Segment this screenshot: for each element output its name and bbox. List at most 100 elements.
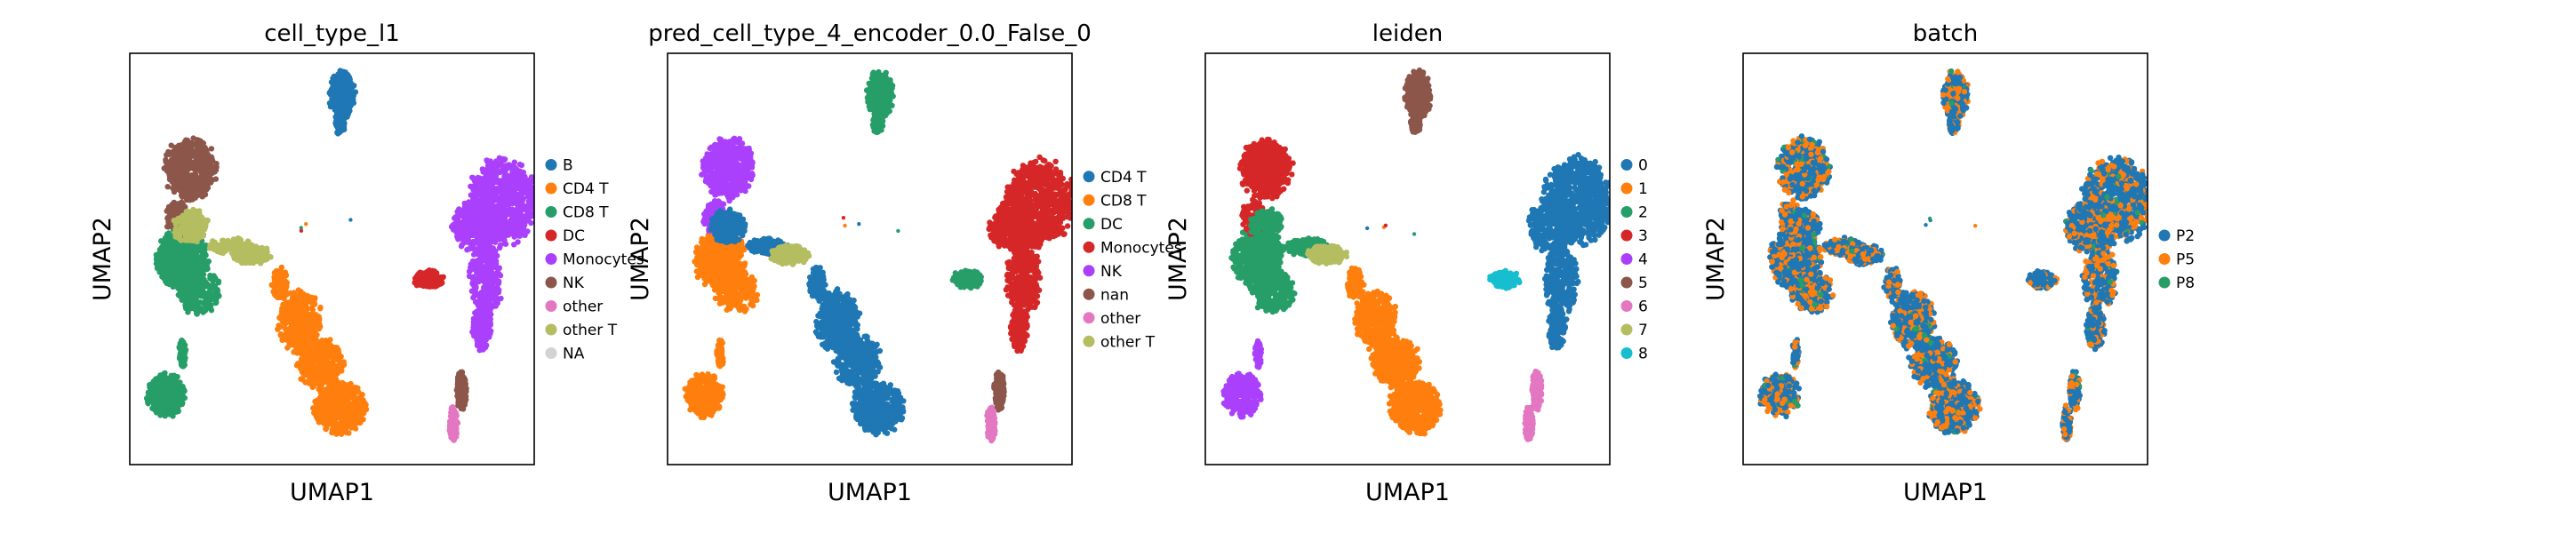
point-center	[319, 338, 326, 344]
point-monoMain	[496, 271, 502, 277]
point-center	[321, 349, 327, 355]
point-leftMid	[188, 251, 195, 258]
point-leftMid	[192, 256, 198, 262]
point-monoMain	[479, 342, 486, 348]
point-leftMid	[163, 238, 169, 244]
point-center	[280, 275, 286, 282]
point-center	[333, 405, 340, 411]
point-leftNeck	[176, 227, 182, 234]
point-center	[333, 355, 340, 362]
point-leftMid	[200, 261, 207, 268]
point-leftNeck	[178, 219, 184, 225]
point-center	[334, 411, 340, 418]
point-leftTop	[203, 162, 210, 168]
point-center	[309, 384, 316, 390]
point-leftTop	[179, 141, 186, 148]
point-monoMain	[516, 179, 523, 186]
point-monoMain	[466, 273, 473, 280]
point-monoMain	[505, 172, 511, 179]
point-monoMain	[509, 200, 516, 207]
point-monoMain	[496, 236, 502, 243]
point-monoMain	[480, 295, 486, 301]
point-center	[294, 361, 301, 367]
point-leftNeck	[188, 215, 194, 222]
point-leftMid	[168, 258, 174, 264]
point-center	[308, 324, 315, 330]
point-center	[316, 412, 322, 419]
point-monoMain	[531, 185, 534, 191]
point-monoMain	[476, 318, 483, 325]
point-monoMain	[484, 159, 491, 165]
point-monoMain	[496, 155, 503, 161]
point-monoMain	[492, 285, 499, 291]
point-leftTop	[181, 188, 188, 195]
point-leftTop	[192, 195, 198, 201]
point-center	[331, 397, 338, 403]
point-bridge	[250, 259, 257, 266]
point-center	[350, 394, 356, 401]
point-center	[309, 306, 316, 313]
point-monoMain	[472, 195, 478, 202]
point-leftNeck	[231, 240, 237, 246]
point-monoMain	[508, 227, 514, 235]
point-leftMid	[200, 271, 207, 277]
point-monoMain	[459, 235, 465, 243]
point-monoMain	[480, 169, 486, 175]
point-center	[347, 388, 353, 395]
point-monoMain	[460, 218, 467, 224]
point-monoMain	[484, 172, 491, 179]
point-leftTop	[196, 137, 202, 144]
point-center	[275, 326, 281, 332]
point-leftMid	[187, 279, 194, 285]
point-monoMain	[493, 168, 500, 174]
point-bridge	[233, 254, 239, 260]
point-center	[343, 429, 350, 436]
point-leftMid	[193, 310, 200, 317]
point-center	[314, 403, 321, 410]
point-monoMain	[479, 307, 485, 314]
point-monoMain	[480, 278, 486, 284]
point-center	[297, 330, 304, 338]
point-center	[287, 307, 293, 314]
point-leftTop	[180, 171, 187, 179]
point-center	[281, 309, 288, 315]
point-monoMain	[471, 178, 478, 184]
point-monoMain	[474, 258, 481, 264]
point-monoMain	[489, 192, 495, 198]
point-leftNeck	[194, 218, 201, 224]
point-center	[324, 424, 330, 430]
point-center	[299, 317, 305, 324]
point-leftTop	[171, 199, 177, 206]
point-monoMain	[480, 301, 486, 307]
point-leftMid	[213, 296, 220, 302]
point-center	[279, 318, 286, 324]
point-leftMid	[177, 264, 183, 271]
point-leftNeck	[244, 238, 252, 244]
point-monoMain	[495, 280, 501, 287]
point-leftNeck	[193, 209, 200, 215]
point-leftTop	[184, 195, 191, 201]
point-leftMid	[182, 271, 188, 278]
point-center	[300, 355, 307, 362]
point-monoMain	[460, 208, 468, 214]
point-center	[324, 365, 331, 371]
point-leftTop	[182, 182, 188, 189]
point-monoMain	[496, 244, 503, 251]
point-monoMain	[488, 227, 495, 235]
point-monoMain	[472, 290, 478, 296]
point-monoMain	[462, 202, 468, 209]
panel-title: cell_type_l1	[264, 20, 400, 47]
point-monoMain	[463, 229, 469, 236]
point-monoMain	[480, 192, 486, 198]
point-monoMain	[477, 210, 484, 217]
point-leftMid	[184, 245, 190, 252]
point-center	[300, 340, 306, 346]
point-leftTop	[197, 161, 204, 167]
point-leftNeck	[192, 235, 198, 243]
point-center	[300, 346, 308, 353]
point-monoMain	[518, 162, 525, 169]
point-center	[301, 300, 308, 306]
point-center	[348, 418, 355, 425]
point-monoMain	[505, 190, 511, 196]
